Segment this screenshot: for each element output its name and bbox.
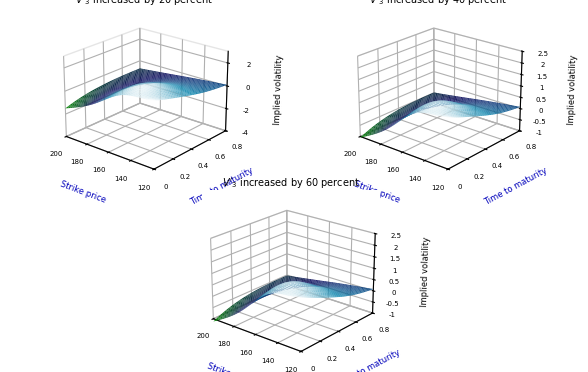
Y-axis label: Time to maturity: Time to maturity xyxy=(336,348,402,372)
X-axis label: Strike price: Strike price xyxy=(206,362,253,372)
Title: $V'_3$ increased by 20 percent: $V'_3$ increased by 20 percent xyxy=(75,0,213,7)
Title: $V'_3$ increased by 60 percent: $V'_3$ increased by 60 percent xyxy=(222,176,360,190)
Title: $V'_3$ increased by 40 percent: $V'_3$ increased by 40 percent xyxy=(369,0,507,7)
Y-axis label: Time to maturity: Time to maturity xyxy=(483,166,549,207)
X-axis label: Strike price: Strike price xyxy=(59,179,106,205)
X-axis label: Strike price: Strike price xyxy=(353,179,400,205)
Y-axis label: Time to maturity: Time to maturity xyxy=(189,166,255,207)
